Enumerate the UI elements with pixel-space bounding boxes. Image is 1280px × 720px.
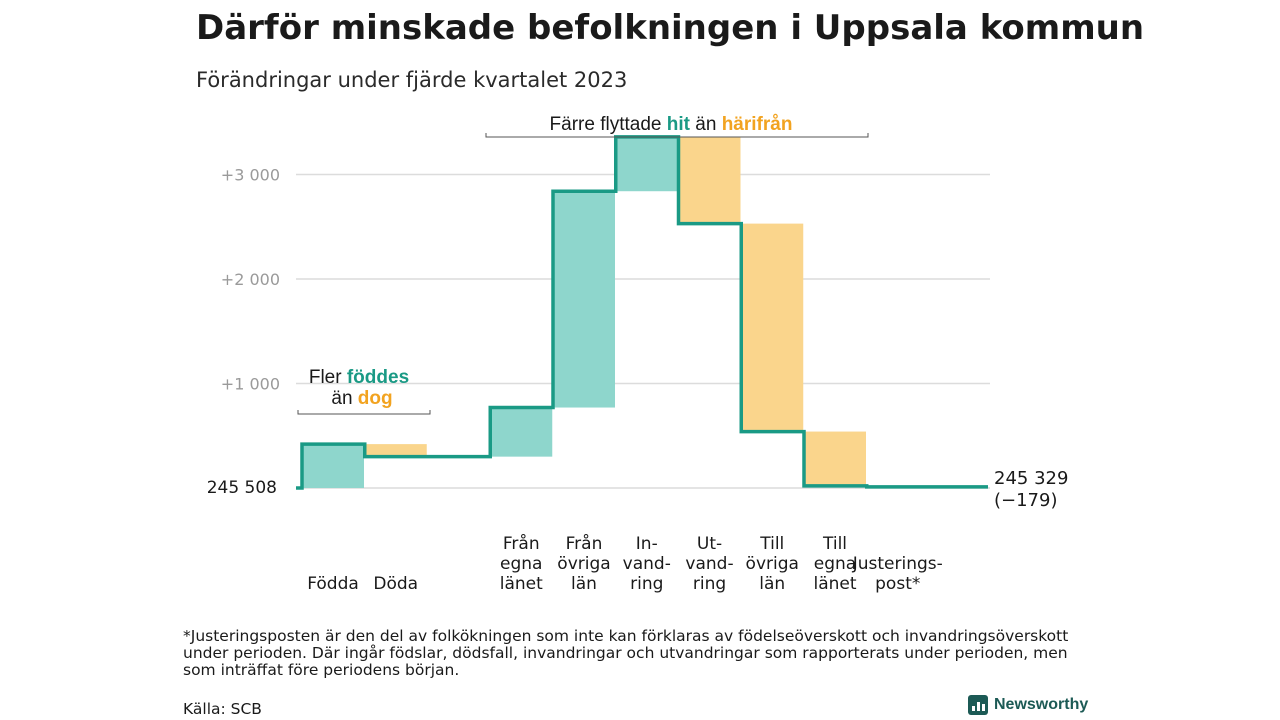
newsworthy-logo-icon: [968, 695, 988, 715]
category-label: Ut-: [697, 534, 722, 554]
category-label: Födda: [307, 574, 359, 594]
bar-decrease: [741, 223, 804, 432]
y-tick-label: +2 000: [221, 270, 280, 289]
bar-increase: [615, 136, 678, 192]
annotation-text-part: Färre flyttade: [550, 114, 667, 135]
annotation-moves: Färre flyttade hit än härifrån: [550, 114, 793, 135]
annotation-text-part: än: [331, 388, 357, 409]
y-tick-label: +3 000: [221, 166, 280, 185]
category-label: Justerings-: [852, 554, 943, 574]
category-label: egna: [814, 554, 856, 574]
end-value-label: 245 329: [994, 468, 1068, 489]
source-note: Källa: SCB: [183, 700, 262, 718]
bar-increase: [490, 407, 553, 457]
category-label: län: [571, 574, 597, 594]
bar-decrease: [804, 431, 866, 486]
category-label: ring: [630, 574, 663, 594]
waterfall-chart: +1 000 +2 000 +3 000 245 508 245 329(−179) Fö…: [207, 114, 1069, 594]
chart-subtitle: Förändringar under fjärde kvartalet 2023: [196, 68, 628, 92]
annotation-text-part: dog: [358, 388, 393, 409]
annotation-text-part: härifrån: [722, 114, 793, 135]
category-label: Från: [503, 533, 540, 554]
category-label: vand-: [623, 554, 671, 574]
category-label: övriga: [557, 554, 610, 574]
bar-increase: [302, 444, 364, 488]
annotation-bracket-moves: [485, 133, 869, 138]
category-label: övriga: [746, 554, 799, 574]
category-label: ring: [693, 574, 726, 594]
annotation-text-part: föddes: [347, 367, 409, 388]
annotation-text-part: Fler: [309, 367, 347, 388]
bar-decrease: [364, 444, 427, 457]
footnote: *Justeringsposten är den del av folkökni…: [183, 627, 1069, 679]
brand-name: Newsworthy: [994, 696, 1089, 713]
annotation-text-part: hit: [667, 114, 691, 135]
category-label: länet: [813, 574, 856, 594]
category-label: Till: [822, 534, 847, 554]
cumulative-step-line: [296, 135, 988, 490]
category-label: länet: [500, 574, 543, 594]
category-label: In-: [636, 534, 658, 554]
category-label: län: [759, 574, 785, 594]
category-label: Till: [759, 534, 784, 554]
category-label: Från: [566, 533, 603, 554]
bar-decrease: [678, 136, 741, 224]
category-label: Döda: [373, 574, 418, 594]
annotation-text-part: än: [690, 114, 722, 135]
annotation-born-died-line2: än dog: [331, 388, 392, 409]
annotation-bracket-born-died: [297, 410, 431, 415]
annotation-born-died-line1: Fler föddes: [309, 367, 409, 388]
y-tick-label: +1 000: [221, 375, 280, 394]
category-label: post*: [875, 574, 920, 594]
category-label: vand-: [685, 554, 733, 574]
bar-increase: [553, 191, 615, 408]
start-value-label: 245 508: [207, 478, 277, 498]
chart-title: Därför minskade befolkningen i Uppsala k…: [196, 8, 1145, 48]
end-change-label: (−179): [994, 490, 1057, 511]
brand-logo: Newsworthy: [968, 695, 1088, 715]
category-label: egna: [500, 554, 542, 574]
